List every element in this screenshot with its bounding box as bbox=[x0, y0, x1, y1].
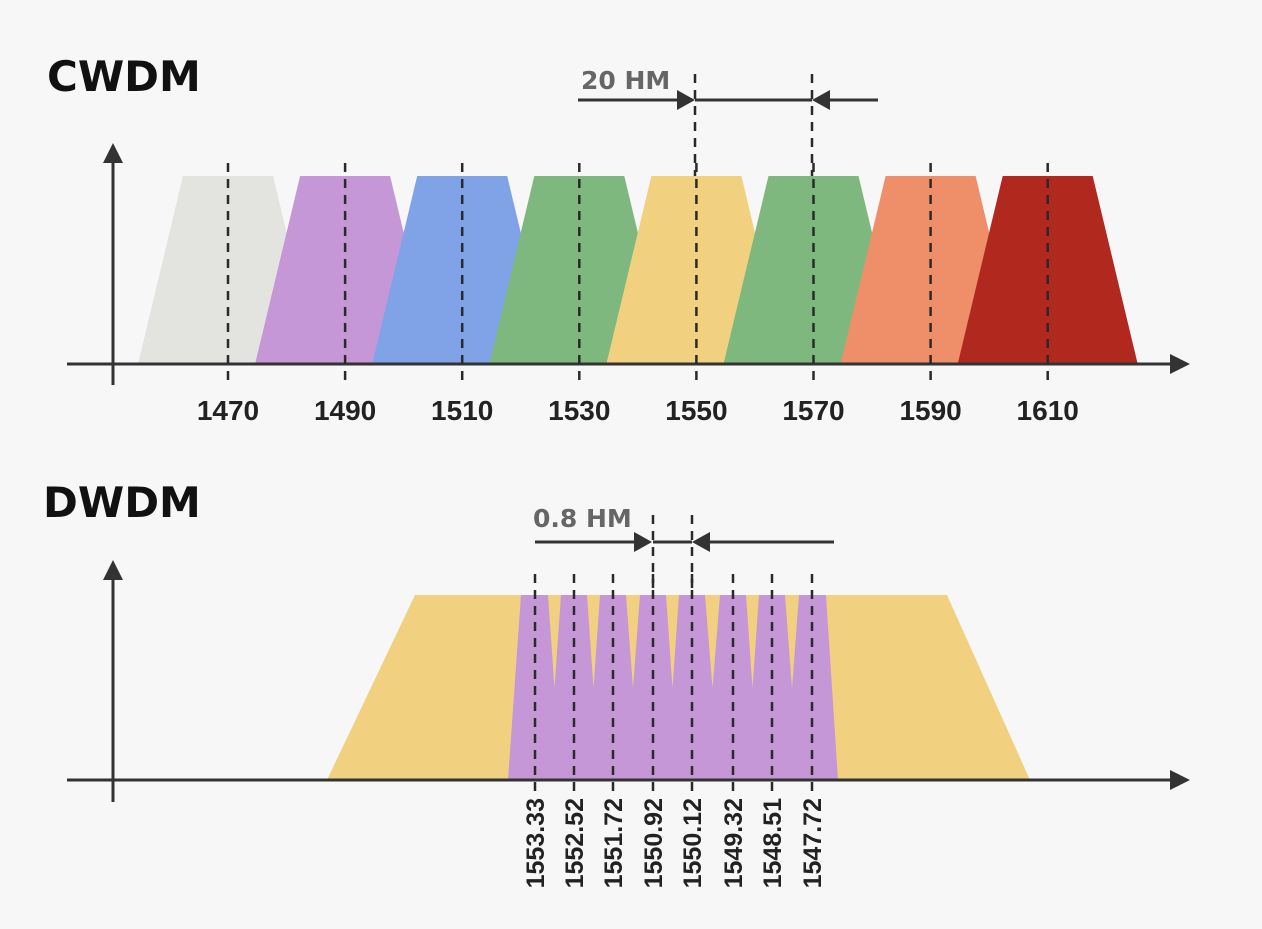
dwdm-tick-label: 1547.72 bbox=[799, 798, 827, 888]
cwdm-channel-group bbox=[138, 176, 1138, 364]
cwdm-tick-label: 1570 bbox=[782, 395, 844, 426]
cwdm-spacing-label: 20 HM bbox=[581, 66, 670, 95]
dwdm-panel: DWDM 1553.33 1552.52 1551.72 1550.92 1550.12… bbox=[43, 478, 1190, 888]
dwdm-tick-label: 1551.72 bbox=[600, 798, 628, 888]
cwdm-title: CWDM bbox=[47, 52, 201, 101]
dwdm-center-markers bbox=[533, 574, 814, 797]
dwdm-spacing-label: 0.8 HM bbox=[533, 504, 632, 533]
cwdm-tick-label: 1590 bbox=[899, 395, 961, 426]
cwdm-spacing-dimension: 20 HM bbox=[578, 66, 878, 176]
cwdm-y-axis-arrow-icon bbox=[103, 143, 123, 163]
cwdm-tick-label: 1530 bbox=[548, 395, 610, 426]
cwdm-tick-label: 1510 bbox=[431, 395, 493, 426]
dwdm-tick-label: 1552.52 bbox=[561, 798, 589, 888]
cwdm-tick-labels: 1470 1490 1510 1530 1550 1570 1590 1610 bbox=[197, 395, 1079, 426]
cwdm-channel-1610 bbox=[957, 176, 1138, 364]
dwdm-spacing-arrow-left-icon bbox=[692, 532, 710, 552]
cwdm-spacing-arrow-right-icon bbox=[677, 90, 695, 110]
cwdm-tick-label: 1490 bbox=[314, 395, 376, 426]
dwdm-y-axis-arrow-icon bbox=[103, 560, 123, 580]
cwdm-panel: CWDM 1470 1490 1510 1530 1550 1570 1590 1610 20… bbox=[47, 52, 1190, 426]
cwdm-tick-label: 1470 bbox=[197, 395, 259, 426]
dwdm-tick-labels: 1553.33 1552.52 1551.72 1550.92 1550.12 1549.… bbox=[522, 798, 827, 888]
cwdm-spacing-arrow-left-icon bbox=[812, 90, 830, 110]
cwdm-center-markers bbox=[226, 163, 1049, 382]
dwdm-spacing-dimension: 0.8 HM bbox=[533, 504, 834, 596]
dwdm-tick-label: 1549.32 bbox=[720, 798, 748, 888]
dwdm-tick-label: 1548.51 bbox=[759, 798, 787, 888]
dwdm-channel-comb bbox=[508, 595, 838, 780]
dwdm-title: DWDM bbox=[43, 478, 201, 527]
dwdm-spacing-arrow-right-icon bbox=[634, 532, 652, 552]
dwdm-axes bbox=[67, 560, 1190, 802]
cwdm-tick-label: 1550 bbox=[665, 395, 727, 426]
cwdm-x-axis-arrow-icon bbox=[1170, 354, 1190, 374]
dwdm-x-axis-arrow-icon bbox=[1170, 770, 1190, 790]
cwdm-axes bbox=[67, 143, 1190, 385]
dwdm-tick-label: 1553.33 bbox=[522, 798, 550, 888]
cwdm-tick-label: 1610 bbox=[1017, 395, 1079, 426]
dwdm-tick-label: 1550.12 bbox=[679, 798, 707, 888]
dwdm-tick-label: 1550.92 bbox=[640, 798, 668, 888]
